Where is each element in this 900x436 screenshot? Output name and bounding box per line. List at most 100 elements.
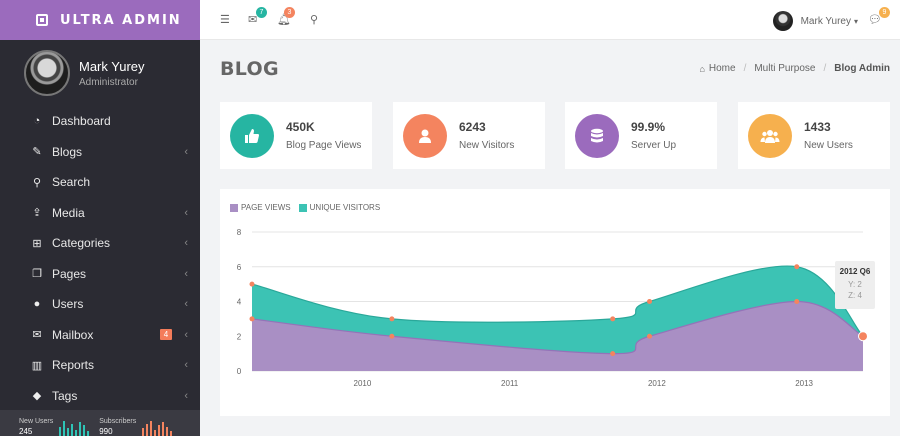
data-point — [647, 299, 653, 304]
brand[interactable]: ULTRA ADMIN — [0, 0, 200, 40]
y-tick-label: 6 — [237, 263, 242, 272]
user-dropdown[interactable]: Mark Yurey ▾ — [772, 11, 858, 31]
sidebar-item-media[interactable]: ⇪ Media ‹ — [0, 198, 200, 229]
stat-card[interactable]: 1433 New Users — [738, 102, 890, 169]
sparkline-bar — [63, 421, 66, 436]
sidebar-item-mailbox[interactable]: ✉ Mailbox 4 ‹ — [0, 320, 200, 351]
sparkline-bar — [142, 428, 145, 436]
avatar — [24, 50, 70, 96]
tag-icon: ◆ — [32, 390, 42, 403]
legend-item[interactable]: PAGE VIEWS — [230, 203, 291, 212]
chevron-left-icon: ‹ — [184, 237, 188, 249]
mail-badge: 7 — [256, 7, 267, 18]
sparkline — [142, 420, 173, 436]
sidebar-item-label: Tags — [52, 388, 78, 403]
copy-icon: ❐ — [32, 268, 42, 281]
stat-label: Server Up — [631, 140, 677, 151]
breadcrumb-current: Blog Admin — [834, 63, 890, 74]
sidebar-stat-label: Subscribers — [99, 418, 137, 425]
upload-icon: ⇪ — [32, 207, 42, 220]
data-point — [389, 333, 395, 339]
sidebar-item-categories[interactable]: ⊞ Categories ‹ — [0, 228, 200, 259]
brand-name: ULTRA ADMIN — [60, 12, 182, 28]
sidebar-item-label: Reports — [52, 358, 95, 373]
search-icon[interactable]: ⚲ — [310, 14, 319, 26]
data-point — [858, 331, 868, 342]
tooltip-line: Y: 2 — [848, 280, 862, 289]
x-tick-label: 2011 — [501, 379, 519, 388]
chat-icon[interactable]: 💬︎ — [868, 14, 882, 26]
data-point — [389, 316, 395, 322]
database-icon — [575, 113, 619, 158]
data-point — [249, 281, 255, 287]
sparkline-bar — [59, 427, 62, 436]
breadcrumb-home[interactable]: Home — [708, 63, 736, 74]
menu-toggle-icon[interactable]: ☰ — [220, 14, 230, 26]
profile-role: Administrator — [79, 76, 138, 88]
chart-panel: PAGE VIEWS UNIQUE VISITORS 0 2 4 6 8 2010 2011… — [220, 189, 890, 416]
y-tick-label: 2 — [237, 332, 242, 341]
chevron-down-icon: ▾ — [853, 16, 858, 26]
legend-swatch — [298, 203, 307, 212]
x-tick-label: 2012 — [648, 379, 666, 388]
chevron-left-icon: ‹ — [184, 267, 188, 280]
user-icon — [403, 113, 447, 158]
sidebar-item-pages[interactable]: ❐ Pages ‹ — [0, 259, 200, 290]
search-icon: ⚲ — [32, 176, 42, 189]
profile-name: Mark Yurey — [79, 58, 145, 74]
y-tick-label: 0 — [237, 367, 242, 376]
sidebar-item-label: Categories — [52, 236, 111, 251]
x-tick-label: 2010 — [354, 379, 372, 388]
sidebar-item-blogs[interactable]: ✎ Blogs ‹ — [0, 137, 200, 168]
user-profile[interactable]: Mark Yurey Administrator — [0, 40, 200, 106]
sparkline-bar — [79, 422, 82, 436]
sparkline-bar — [87, 431, 90, 436]
sparkline-bar — [67, 428, 70, 436]
mail-icon[interactable]: ✉ — [248, 14, 258, 26]
bar-chart-icon: ▥ — [31, 359, 43, 372]
chevron-left-icon: ‹ — [184, 298, 188, 310]
breadcrumb-parent[interactable]: Multi Purpose — [754, 63, 816, 74]
stat-card[interactable]: 99.9% Server Up — [565, 102, 717, 169]
envelope-icon: ✉ — [32, 329, 42, 342]
legend-item[interactable]: UNIQUE VISITORS — [298, 203, 381, 212]
edit-icon: ✎ — [32, 146, 42, 159]
sidebar-stat-value: 990 — [99, 427, 113, 436]
stat-value: 1433 — [804, 120, 831, 134]
sparkline-bar — [83, 425, 86, 436]
stat-value: 99.9% — [631, 120, 666, 134]
stat-card[interactable]: 450K Blog Page Views — [220, 102, 372, 169]
stat-card[interactable]: 6243 New Visitors — [393, 102, 545, 169]
data-point — [794, 264, 800, 270]
users-icon — [748, 113, 792, 158]
sparkline-bar — [75, 430, 78, 436]
count-badge: 4 — [160, 328, 172, 340]
sidebar-stat: Subscribers 990 — [99, 414, 173, 436]
sidebar-stat-value: 245 — [19, 427, 33, 436]
chat-badge: 9 — [879, 7, 890, 18]
user-icon: ● — [33, 298, 41, 311]
sidebar-item-users[interactable]: ● Users ‹ — [0, 289, 200, 320]
y-tick-label: 4 — [237, 298, 242, 307]
x-tick-label: 2013 — [795, 379, 813, 388]
legend-swatch — [230, 203, 238, 212]
sidebar-item-reports[interactable]: ▥ Reports ‹ — [0, 350, 200, 381]
sparkline-bar — [166, 427, 169, 436]
data-point — [610, 316, 616, 322]
sidebar-item-dashboard[interactable]: ◔ Dashboard — [0, 106, 200, 137]
sidebar-item-label: Media — [52, 205, 85, 220]
stat-label: New Visitors — [459, 140, 515, 151]
sparkline-bar — [146, 424, 149, 436]
legend-label: UNIQUE VISITORS — [309, 203, 381, 212]
sidebar-item-label: Pages — [52, 266, 87, 281]
sidebar-stat-label: New Users — [19, 418, 54, 425]
sparkline-bar — [162, 422, 165, 436]
dashboard-icon: ◔ — [33, 115, 41, 128]
sidebar-item-tags[interactable]: ◆ Tags ‹ — [0, 381, 200, 412]
sidebar-stat: New Users 245 — [19, 414, 90, 436]
area-chart[interactable]: 0 2 4 6 8 2010 2011 2012 2013 — [220, 189, 890, 416]
data-point — [249, 316, 255, 322]
sidebar-item-search[interactable]: ⚲ Search — [0, 167, 200, 198]
sidebar-footer: New Users 245 Subscribers 990 — [0, 410, 200, 436]
sidebar-item-label: Mailbox — [52, 327, 94, 342]
